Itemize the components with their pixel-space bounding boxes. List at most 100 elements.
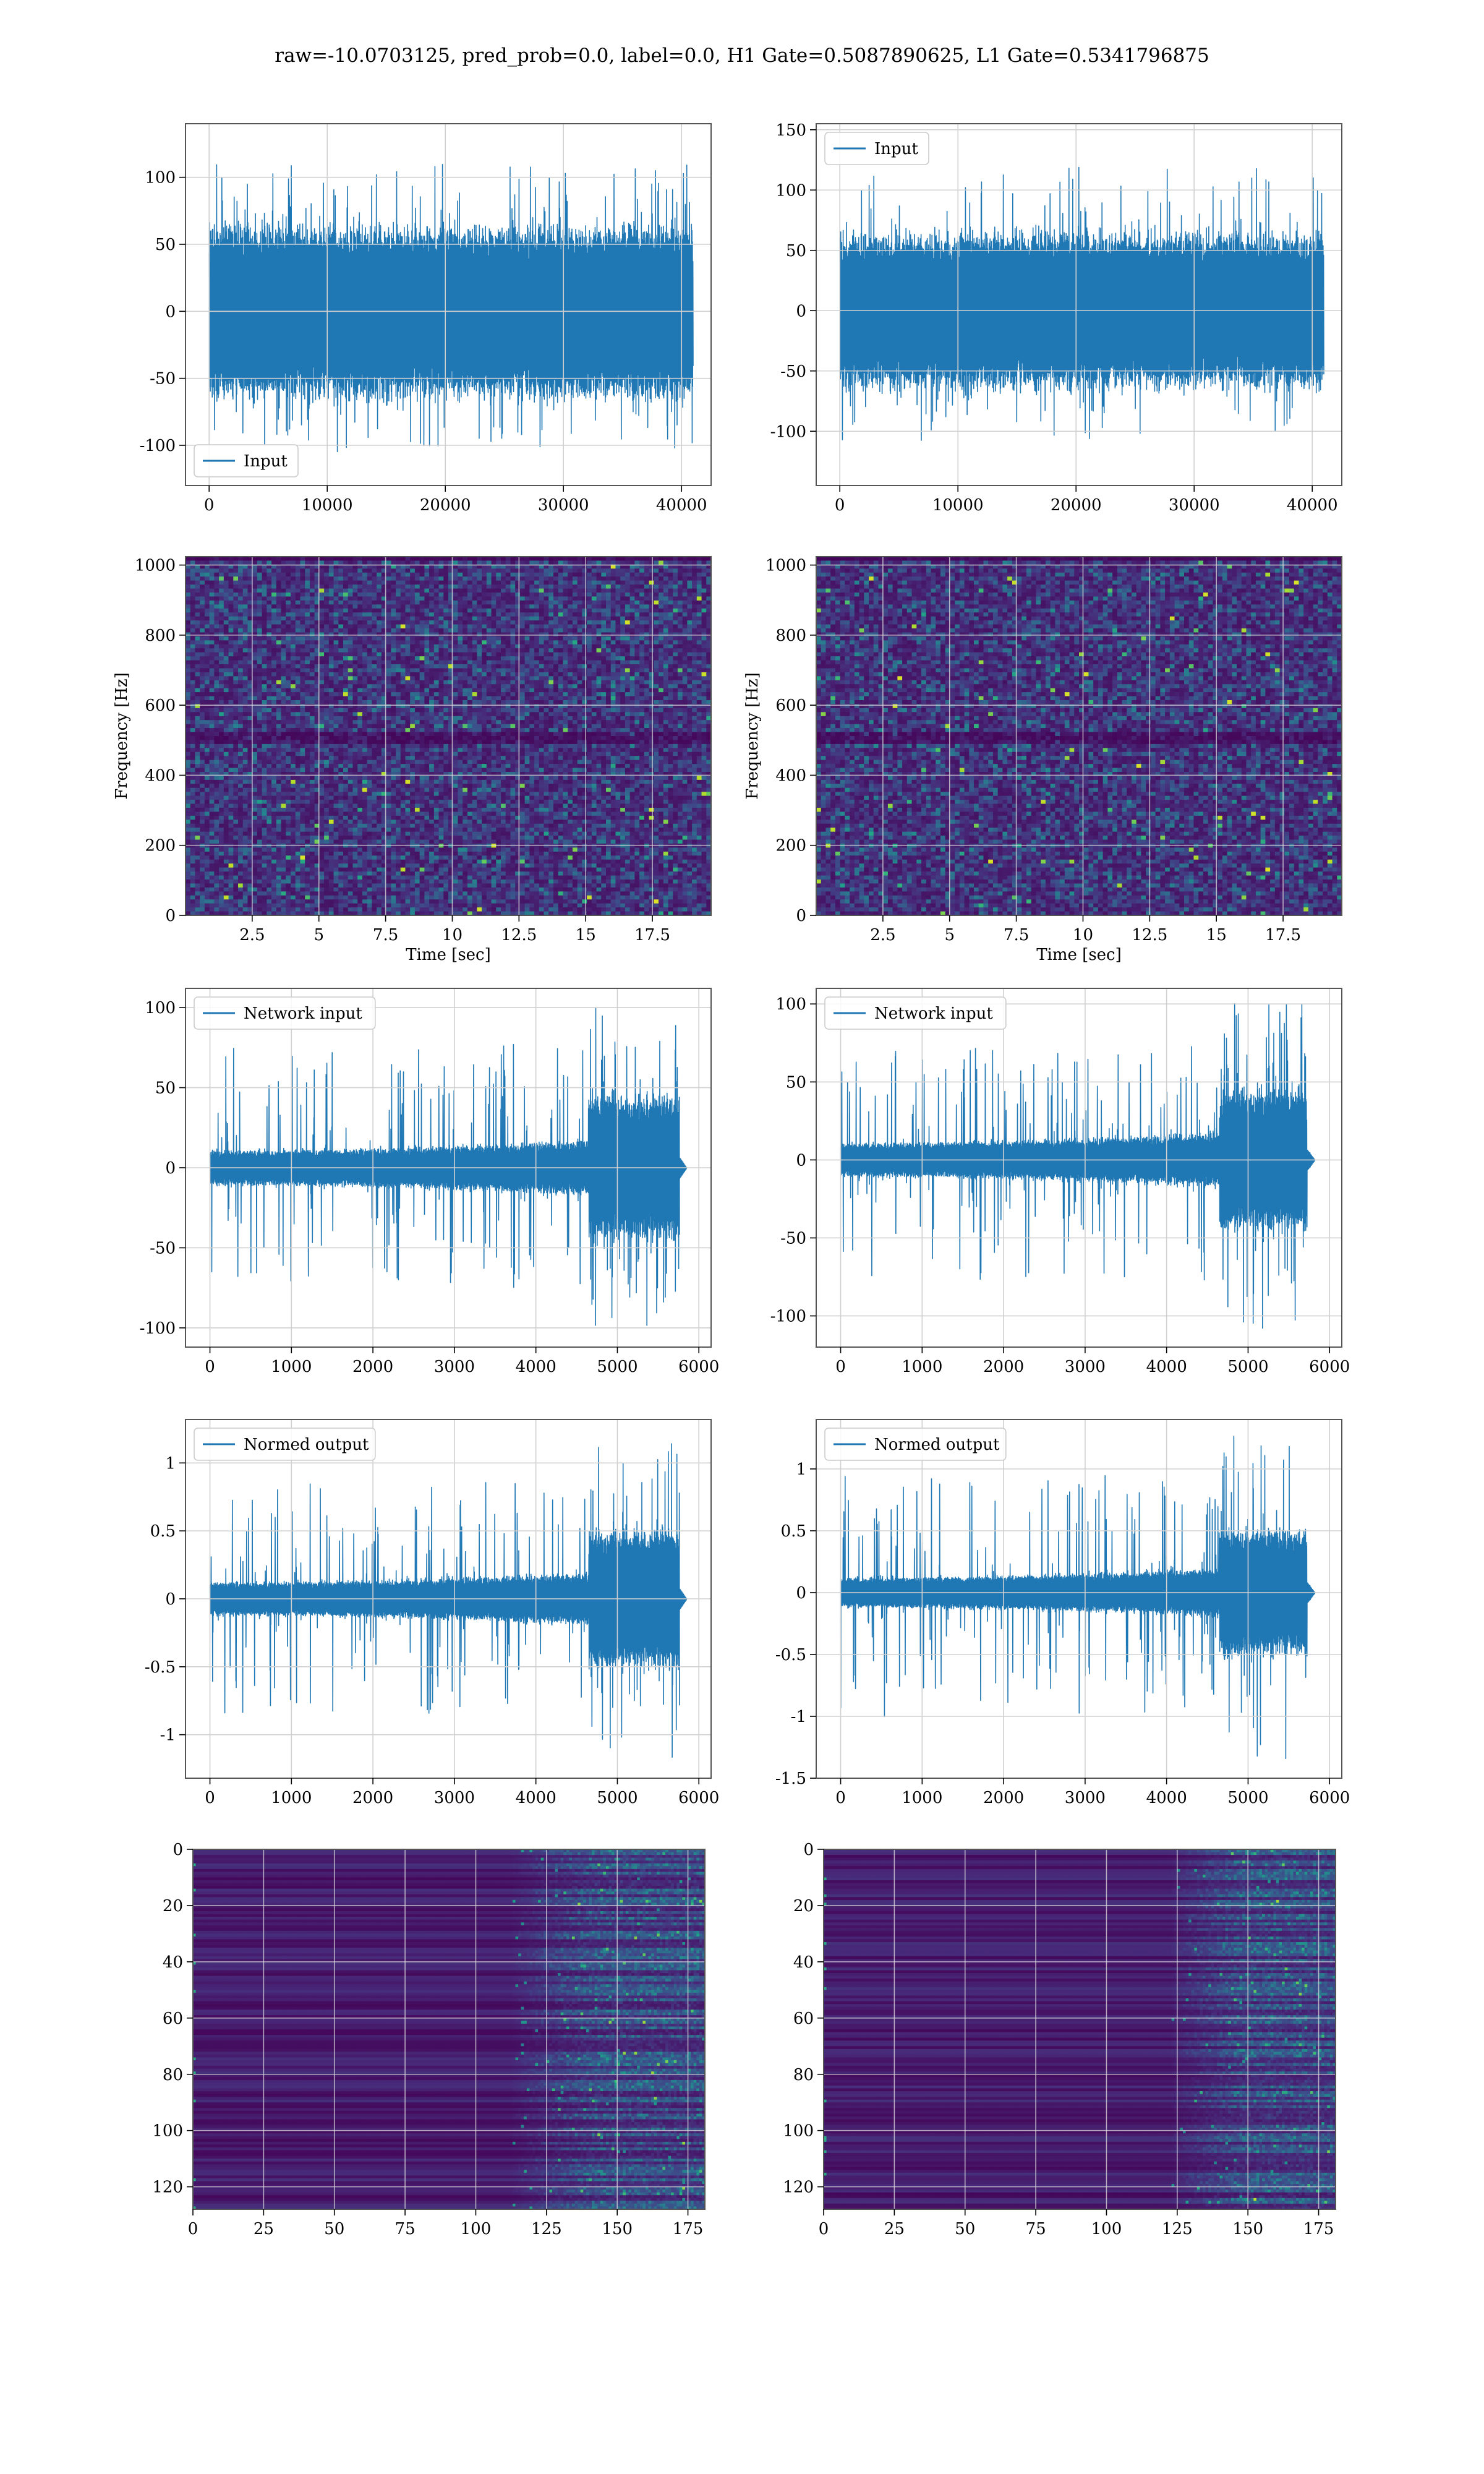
y-tick-label: 0	[803, 1841, 814, 1859]
y-tick-label: 80	[163, 2066, 183, 2084]
x-tick-label: 150	[1232, 2220, 1263, 2238]
legend-label: Input	[874, 140, 918, 158]
x-tick-label: 1000	[271, 1358, 312, 1376]
plot-content	[824, 1849, 1336, 2210]
y-tick-label: 20	[163, 1897, 183, 1915]
x-tick-label: 0	[835, 1358, 846, 1376]
y-tick-label: 0	[165, 1590, 176, 1609]
x-tick-label: 40000	[656, 496, 707, 515]
x-tick-label: 12.5	[501, 926, 537, 944]
legend: Network input	[825, 997, 1006, 1029]
x-tick-label: 6000	[1309, 1789, 1350, 1807]
x-tick-label: 2.5	[239, 926, 265, 944]
y-tick-label: 100	[152, 2122, 183, 2141]
x-tick-label: 175	[673, 2220, 704, 2238]
x-tick-label: 1000	[271, 1789, 312, 1807]
x-tick-label: 30000	[538, 496, 589, 515]
x-tick-label: 4000	[1146, 1358, 1187, 1376]
x-tick-label: 20000	[420, 496, 471, 515]
legend-label: Input	[244, 452, 288, 471]
y-tick-label: 0	[165, 907, 176, 925]
x-tick-label: 3000	[1065, 1358, 1106, 1376]
x-tick-label: 175	[1303, 2220, 1334, 2238]
legend: Normed output	[825, 1428, 1006, 1460]
plot-content	[193, 1849, 706, 2210]
x-tick-label: 10000	[302, 496, 353, 515]
y-tick-label: -1	[160, 1726, 176, 1745]
y-tick-label: 120	[152, 2178, 183, 2197]
x-tick-label: 50	[955, 2220, 975, 2238]
x-tick-label: 100	[461, 2220, 492, 2238]
y-tick-label: 1000	[765, 557, 806, 575]
chart-normed-output-right: 0 1000 2000 3000 4000 5000 6000-1.5-1-0.500.51…	[775, 1419, 1350, 1807]
panels: 0 10000 20000 30000 40000-100-50050100Input0…	[113, 121, 1350, 2238]
y-tick-label: 0.5	[150, 1522, 176, 1541]
x-tick-label: 2000	[352, 1789, 393, 1807]
x-tick-label: 4000	[516, 1789, 556, 1807]
chart-spectrogram-left: 2.5 5 7.5 10 12.5 15 17.502004006008001000Time…	[113, 557, 712, 964]
y-tick-label: 0	[796, 907, 806, 925]
plot-content	[816, 557, 1342, 916]
x-tick-label: 7.5	[373, 926, 398, 944]
y-axis-label: Frequency [Hz]	[743, 672, 762, 800]
x-tick-label: 0	[835, 1789, 846, 1807]
x-tick-label: 6000	[678, 1789, 719, 1807]
x-axis-label: Time [sec]	[1036, 946, 1122, 964]
y-tick-label: 100	[145, 999, 176, 1017]
x-axis-label: Time [sec]	[406, 946, 491, 964]
y-tick-label: 800	[775, 627, 806, 645]
y-tick-label: 40	[793, 1953, 814, 1972]
x-tick-label: 15	[1206, 926, 1227, 944]
x-tick-label: 125	[531, 2220, 562, 2238]
y-tick-label: 80	[793, 2066, 814, 2084]
y-tick-label: 0	[796, 1151, 806, 1170]
y-tick-label: -50	[150, 1239, 176, 1257]
x-tick-label: 4000	[1146, 1789, 1187, 1807]
x-tick-label: 6000	[1309, 1358, 1350, 1376]
y-tick-label: -1.5	[775, 1770, 806, 1788]
x-tick-label: 5	[313, 926, 324, 944]
y-tick-label: 100	[145, 169, 176, 187]
legend: Normed output	[194, 1428, 375, 1460]
x-tick-label: 3000	[434, 1358, 475, 1376]
x-tick-label: 10	[442, 926, 463, 944]
y-tick-label: 200	[775, 837, 806, 855]
y-tick-label: 60	[793, 2010, 814, 2028]
x-tick-label: 1000	[902, 1789, 942, 1807]
legend: Input	[825, 132, 929, 165]
y-tick-label: 1	[796, 1460, 806, 1479]
x-tick-label: 75	[395, 2220, 416, 2238]
x-tick-label: 5000	[597, 1358, 638, 1376]
legend: Input	[194, 445, 298, 477]
x-tick-label: 40000	[1287, 496, 1338, 515]
y-tick-label: 60	[163, 2010, 183, 2028]
y-tick-label: 400	[775, 766, 806, 785]
legend-label: Network input	[244, 1004, 362, 1023]
x-tick-label: 0	[205, 1789, 215, 1807]
y-tick-label: -0.5	[145, 1658, 176, 1677]
y-tick-label: 0	[165, 1159, 176, 1178]
y-tick-label: 50	[155, 1079, 176, 1098]
y-tick-label: 100	[775, 181, 806, 200]
legend-label: Network input	[874, 1004, 993, 1023]
x-tick-label: 10	[1073, 926, 1093, 944]
y-tick-label: 0.5	[781, 1522, 806, 1541]
chart-input-right: 0 10000 20000 30000 40000-100-50050100150Inp…	[770, 121, 1342, 515]
x-tick-label: 2000	[983, 1789, 1024, 1807]
x-tick-label: 1000	[902, 1358, 942, 1376]
y-axis-label: Frequency [Hz]	[113, 672, 131, 800]
x-tick-label: 3000	[434, 1789, 475, 1807]
x-tick-label: 17.5	[1265, 926, 1301, 944]
x-tick-label: 0	[819, 2220, 829, 2238]
y-tick-label: 50	[786, 242, 806, 260]
x-tick-label: 125	[1162, 2220, 1193, 2238]
x-tick-label: 3000	[1065, 1789, 1106, 1807]
y-tick-label: -0.5	[775, 1646, 806, 1664]
y-tick-label: 600	[145, 696, 176, 715]
y-tick-label: 100	[775, 995, 806, 1014]
